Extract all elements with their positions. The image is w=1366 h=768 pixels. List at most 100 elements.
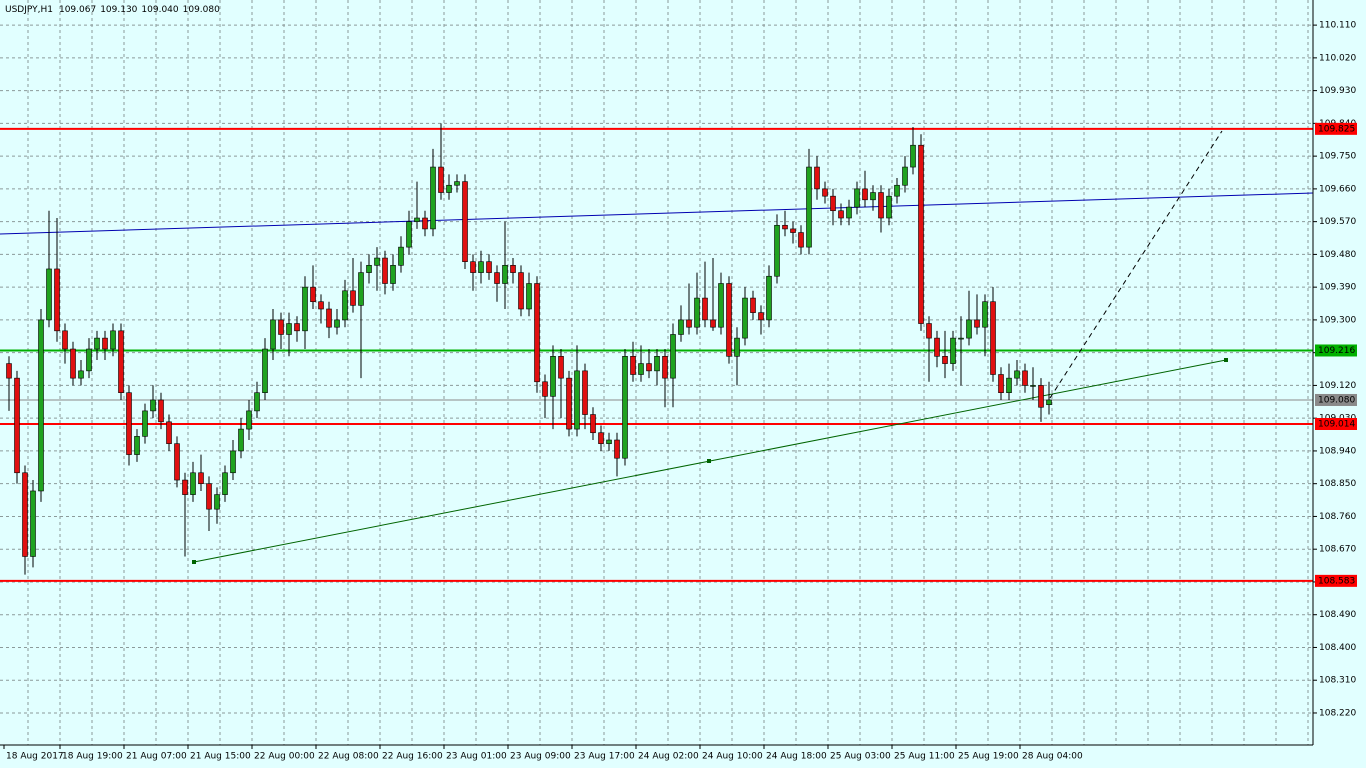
candle-body bbox=[78, 370, 84, 379]
y-tick-label: 109.750 bbox=[1319, 152, 1356, 162]
candle-body bbox=[254, 392, 260, 412]
candle-body bbox=[694, 297, 700, 328]
candle-body bbox=[830, 195, 836, 212]
candle-body bbox=[198, 472, 204, 484]
candle-body bbox=[702, 297, 708, 321]
x-tick-label: 18 Aug 2017 bbox=[6, 752, 64, 762]
candle-body bbox=[630, 356, 636, 375]
candle-body bbox=[38, 319, 44, 492]
header-value: 109.040 bbox=[141, 5, 178, 15]
candle-body bbox=[726, 283, 732, 357]
candle-body bbox=[998, 374, 1004, 393]
candle-body bbox=[870, 192, 876, 201]
candle-body bbox=[654, 356, 660, 372]
y-tick-label: 110.110 bbox=[1319, 21, 1356, 31]
candle-body bbox=[222, 472, 228, 495]
candle-body bbox=[502, 265, 508, 284]
candle-body bbox=[382, 257, 388, 284]
candle-body bbox=[126, 392, 132, 455]
candle-body bbox=[934, 337, 940, 357]
candle-body bbox=[454, 181, 460, 186]
candle-body bbox=[390, 265, 396, 284]
candle-body bbox=[822, 188, 828, 197]
candle-body bbox=[982, 301, 988, 328]
y-tick-label: 109.390 bbox=[1319, 283, 1356, 293]
candle-body bbox=[646, 363, 652, 372]
candle-body bbox=[302, 286, 308, 332]
candle-body bbox=[94, 337, 100, 350]
candle-body bbox=[574, 370, 580, 430]
candle-body bbox=[766, 275, 772, 321]
candle-body bbox=[894, 184, 900, 197]
candle-body bbox=[270, 319, 276, 350]
candle-body bbox=[782, 224, 788, 230]
candle-body bbox=[918, 144, 924, 324]
candles bbox=[6, 123, 1052, 575]
symbol: USDJPY,H1 bbox=[5, 5, 53, 15]
candle-body bbox=[54, 268, 60, 332]
candle-body bbox=[958, 337, 964, 340]
y-tick-label: 109.480 bbox=[1319, 250, 1356, 260]
candle-body bbox=[286, 323, 292, 335]
candle-body bbox=[430, 166, 436, 230]
candle-body bbox=[86, 348, 92, 372]
y-tick-label: 108.400 bbox=[1319, 643, 1356, 653]
candle-body bbox=[102, 337, 108, 350]
candle-body bbox=[790, 228, 796, 233]
y-tick-label: 108.940 bbox=[1319, 446, 1356, 456]
candle-body bbox=[1030, 385, 1036, 387]
x-tick-label: 23 Aug 09:00 bbox=[510, 752, 571, 762]
candle-body bbox=[902, 166, 908, 186]
candle-body bbox=[342, 290, 348, 321]
level-tag bbox=[1315, 393, 1357, 406]
header-value: 109.080 bbox=[183, 5, 220, 15]
candle-body bbox=[294, 323, 300, 332]
candle-body bbox=[14, 377, 20, 474]
candle-body bbox=[262, 348, 268, 393]
level-label: 109.825 bbox=[1318, 124, 1355, 134]
candle-body bbox=[526, 283, 532, 310]
candle-body bbox=[414, 217, 420, 222]
trend-line bbox=[0, 192, 1314, 235]
candle-body bbox=[150, 399, 156, 412]
candle-body bbox=[446, 184, 452, 193]
candle-body bbox=[334, 319, 340, 328]
level-tag bbox=[1315, 122, 1357, 135]
candle-body bbox=[566, 377, 572, 430]
candle-body bbox=[46, 268, 52, 321]
y-tick-label: 108.220 bbox=[1319, 708, 1356, 718]
candle-body bbox=[590, 414, 596, 434]
candle-body bbox=[1046, 399, 1052, 406]
candle-body bbox=[758, 312, 764, 321]
y-tick-label: 109.300 bbox=[1319, 315, 1356, 325]
y-tick-label: 108.760 bbox=[1319, 512, 1356, 522]
candle-body bbox=[462, 181, 468, 262]
level-tag bbox=[1315, 344, 1357, 357]
level-tag bbox=[1315, 574, 1357, 587]
y-tick-label: 108.310 bbox=[1319, 676, 1356, 686]
candle-body bbox=[718, 283, 724, 328]
candle-body bbox=[582, 370, 588, 415]
candle-body bbox=[110, 330, 116, 350]
y-tick-label: 109.570 bbox=[1319, 217, 1356, 227]
x-tick-label: 23 Aug 17:00 bbox=[574, 752, 635, 762]
x-tick-label: 24 Aug 10:00 bbox=[702, 752, 763, 762]
candle-body bbox=[910, 144, 916, 168]
candle-body bbox=[638, 363, 644, 375]
candle-body bbox=[950, 337, 956, 364]
candle-body bbox=[470, 261, 476, 273]
x-tick-label: 18 Aug 19:00 bbox=[62, 752, 123, 762]
candle-body bbox=[1022, 370, 1028, 386]
y-tick-label: 109.120 bbox=[1319, 381, 1356, 391]
candle-body bbox=[238, 428, 244, 452]
candle-body bbox=[1006, 377, 1012, 393]
candle-body bbox=[614, 439, 620, 459]
candle-body bbox=[166, 421, 172, 444]
x-tick-label: 22 Aug 08:00 bbox=[318, 752, 379, 762]
candle-body bbox=[854, 188, 860, 208]
candle-body bbox=[486, 261, 492, 273]
candle-body bbox=[134, 436, 140, 455]
candle-body bbox=[142, 410, 148, 437]
candle-body bbox=[878, 192, 884, 219]
